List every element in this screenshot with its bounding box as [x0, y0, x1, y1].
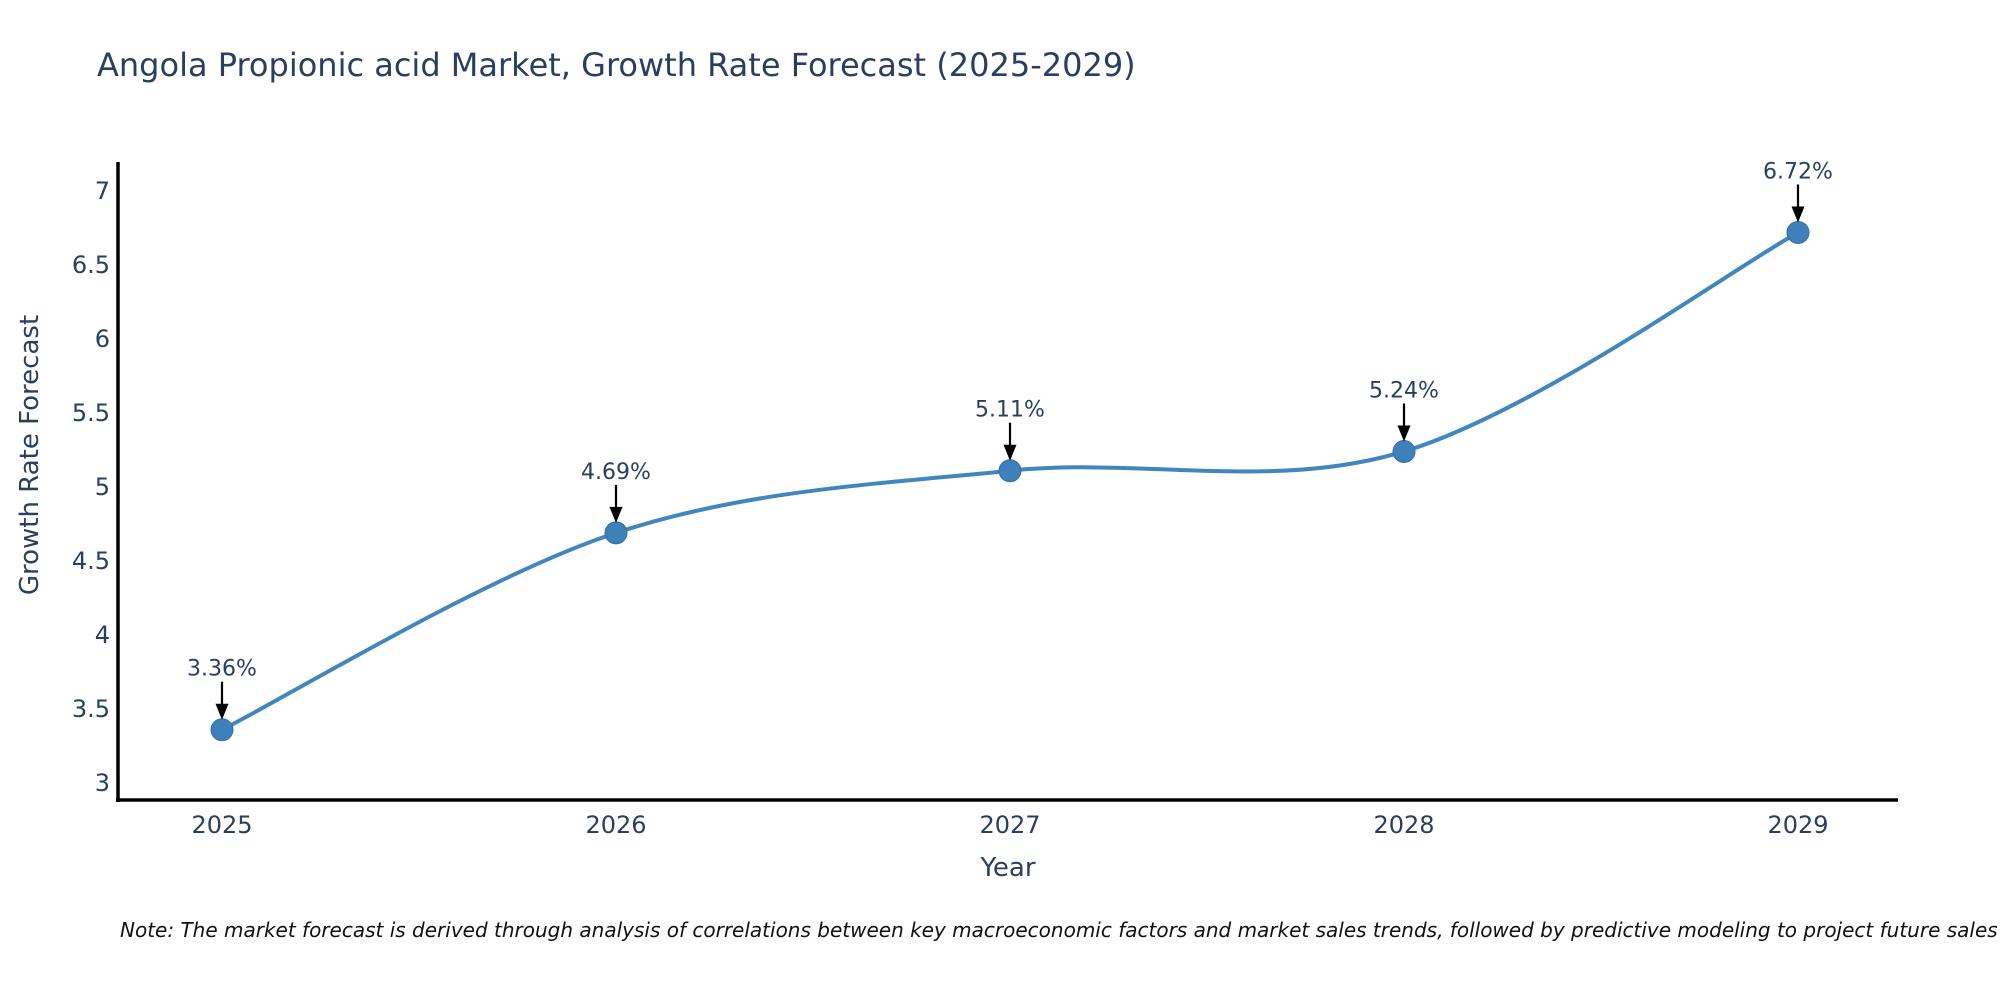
data-point-2029[interactable]: [1786, 220, 1810, 244]
x-tick-label-2028: 2028: [1373, 811, 1434, 839]
y-tick-label-5: 5: [95, 473, 110, 501]
y-tick-label-5.5: 5.5: [72, 399, 110, 427]
x-tick-label-2027: 2027: [979, 811, 1040, 839]
annotation-arrowhead: [1397, 425, 1411, 442]
footnote: Note: The market forecast is derived thr…: [120, 918, 1998, 942]
y-tick-label-6: 6: [95, 325, 110, 353]
annotation-arrowhead: [1003, 444, 1017, 461]
x-tick-label-2029: 2029: [1767, 811, 1828, 839]
data-point-2028[interactable]: [1392, 439, 1416, 463]
data-point-2025[interactable]: [210, 718, 234, 742]
annotation-2027: 5.11%: [975, 398, 1045, 461]
chart-title: Angola Propionic acid Market, Growth Rat…: [97, 46, 1136, 84]
x-tick-label-2026: 2026: [585, 811, 646, 839]
x-tick-label-2025: 2025: [191, 811, 252, 839]
data-point-2027[interactable]: [998, 459, 1022, 483]
y-tick-label-4.5: 4.5: [72, 547, 110, 575]
annotation-label-2028: 5.24%: [1369, 378, 1439, 403]
annotation-2029: 6.72%: [1763, 159, 1833, 223]
annotation-2025: 3.36%: [187, 657, 257, 720]
annotation-2026: 4.69%: [581, 460, 651, 523]
y-tick-label-4: 4: [95, 621, 110, 649]
annotation-label-2027: 5.11%: [975, 398, 1045, 423]
y-tick-label-3: 3: [95, 769, 110, 797]
annotation-arrowhead: [609, 506, 623, 523]
x-axis-title: Year: [980, 853, 1036, 883]
y-tick-label-6.5: 6.5: [72, 251, 110, 279]
y-tick-label-7: 7: [95, 177, 110, 205]
annotation-label-2025: 3.36%: [187, 657, 257, 682]
annotation-label-2029: 6.72%: [1763, 159, 1833, 184]
y-tick-label-3.5: 3.5: [72, 695, 110, 723]
annotation-2028: 5.24%: [1369, 378, 1439, 442]
annotation-arrowhead: [215, 703, 229, 720]
annotation-arrowhead: [1791, 206, 1805, 223]
data-point-2026[interactable]: [604, 521, 628, 545]
annotation-label-2026: 4.69%: [581, 460, 651, 485]
